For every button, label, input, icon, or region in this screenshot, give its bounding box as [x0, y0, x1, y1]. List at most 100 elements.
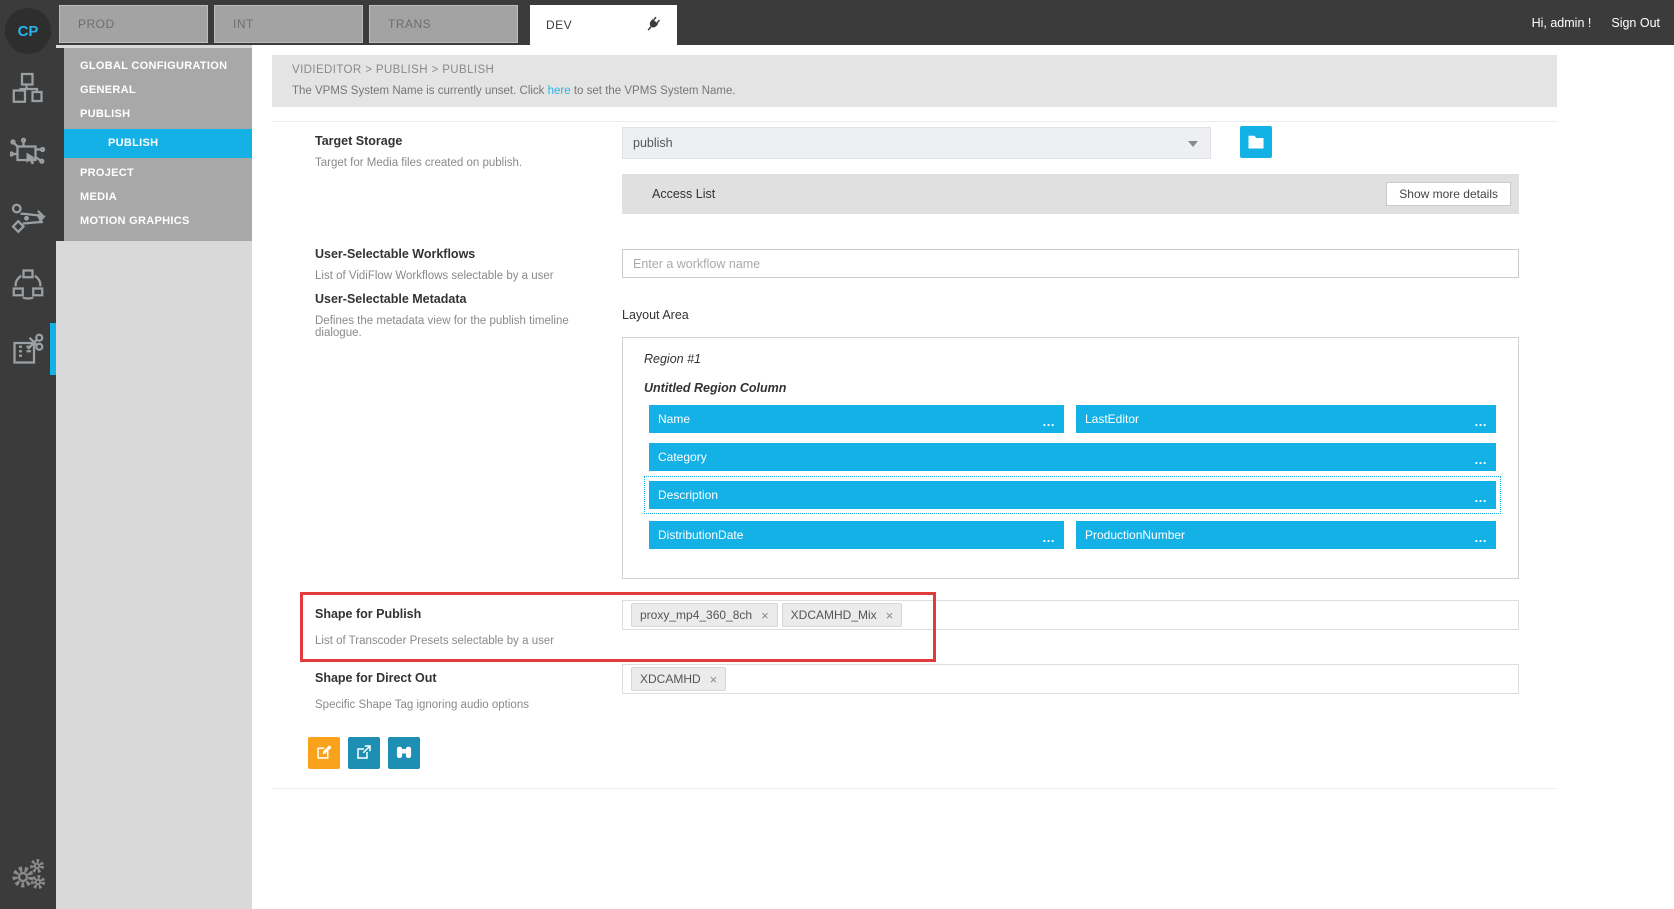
config-menu: GLOBAL CONFIGURATION GENERAL PUBLISH PUB…: [64, 48, 252, 241]
settings-gears-icon[interactable]: [8, 853, 48, 893]
field-bar-name[interactable]: Name …: [649, 405, 1064, 433]
rail-active-indicator: [50, 323, 56, 375]
remove-chip-icon[interactable]: ×: [885, 607, 894, 623]
workflows-description: List of VidiFlow Workflows selectable by…: [315, 270, 554, 282]
field-bar-label: Category: [658, 450, 707, 464]
environment-tabs: PROD INT TRANS DEV: [59, 5, 683, 45]
field-bar-description[interactable]: Description …: [649, 481, 1496, 509]
preview-button[interactable]: [388, 737, 420, 769]
metadata-field-list: Name … LastEditor … Category … Description ……: [644, 405, 1501, 559]
main-content: VIDIEDITOR > PUBLISH > PUBLISH The VPMS …: [252, 45, 1674, 909]
field-row: DistributionDate … ProductionNumber …: [649, 521, 1496, 549]
target-storage-description: Target for Media files created on publis…: [315, 157, 523, 169]
chip-label: XDCAMHD_Mix: [790, 608, 877, 622]
process-cycle-icon[interactable]: [10, 266, 46, 302]
field-bar-label: Name: [658, 412, 691, 426]
layout-area-label: Layout Area: [622, 308, 689, 322]
metadata-description: Defines the metadata view for the publis…: [315, 315, 569, 339]
tab-prod[interactable]: PROD: [59, 5, 208, 43]
nav-publish-active[interactable]: PUBLISH: [64, 129, 252, 158]
binoculars-icon: [395, 743, 413, 764]
edit-pencil-icon: [315, 743, 333, 764]
ellipsis-icon[interactable]: …: [1474, 530, 1488, 545]
field-bar-label: LastEditor: [1085, 412, 1140, 426]
workflows-label: User-Selectable Workflows: [315, 247, 476, 261]
app-logo[interactable]: CP: [5, 8, 51, 54]
video-editor-icon[interactable]: [10, 331, 46, 367]
breadcrumb: VIDIEDITOR > PUBLISH > PUBLISH: [292, 64, 495, 76]
nav-publish-group[interactable]: PUBLISH: [80, 108, 131, 120]
field-bar-label: ProductionNumber: [1085, 528, 1186, 542]
ellipsis-icon[interactable]: …: [1474, 452, 1488, 467]
field-row-selected: Description …: [644, 476, 1501, 514]
remove-chip-icon[interactable]: ×: [761, 607, 769, 623]
target-storage-label: Target Storage: [315, 134, 403, 148]
open-external-button[interactable]: [348, 737, 380, 769]
plug-icon: [638, 11, 665, 39]
region-column-title: Untitled Region Column: [644, 381, 787, 395]
interactive-panel-icon[interactable]: [8, 136, 46, 172]
region-title: Region #1: [644, 352, 701, 366]
metadata-label: User-Selectable Metadata: [315, 292, 467, 306]
publish-config-form: Target Storage Target for Media files cr…: [272, 121, 1557, 789]
remove-chip-icon[interactable]: ×: [709, 671, 718, 687]
header-block: VIDIEDITOR > PUBLISH > PUBLISH The VPMS …: [272, 55, 1557, 107]
field-bar-label: Description: [658, 488, 719, 502]
target-storage-value: publish: [633, 136, 673, 150]
user-area: Hi, admin ! Sign Out: [1532, 0, 1660, 45]
field-bar-lasteditor[interactable]: LastEditor …: [1076, 405, 1496, 433]
top-bar: PROD INT TRANS DEV Hi, admin ! Sign Out: [0, 0, 1674, 45]
ellipsis-icon[interactable]: …: [1474, 490, 1488, 505]
chevron-down-icon: [1188, 141, 1198, 147]
shape-for-publish-description: List of Transcoder Presets selectable by…: [315, 635, 555, 647]
access-list-label: Access List: [652, 187, 716, 201]
nav-general[interactable]: GENERAL: [80, 84, 136, 96]
ellipsis-icon[interactable]: …: [1042, 530, 1056, 545]
tab-dev-label: DEV: [546, 18, 573, 32]
tab-dev[interactable]: DEV: [530, 5, 677, 45]
field-bar-distributiondate[interactable]: DistributionDate …: [649, 521, 1064, 549]
field-row: Category …: [649, 443, 1496, 471]
edit-button[interactable]: [308, 737, 340, 769]
user-greeting: Hi, admin !: [1531, 15, 1592, 30]
nav-project[interactable]: PROJECT: [80, 167, 135, 179]
external-link-icon: [355, 743, 373, 764]
browse-folder-button[interactable]: [1240, 126, 1272, 158]
shape-for-publish-input[interactable]: proxy_mp4_360_8ch × XDCAMHD_Mix ×: [622, 600, 1519, 630]
workflow-icon[interactable]: [10, 201, 47, 237]
notice-here-link[interactable]: here: [547, 85, 571, 97]
chip-xdcamhd-mix: XDCAMHD_Mix ×: [781, 603, 903, 627]
folder-icon: [1247, 133, 1265, 152]
tab-int[interactable]: INT: [214, 5, 363, 43]
target-storage-select[interactable]: publish: [622, 127, 1211, 159]
shape-for-direct-out-input[interactable]: XDCAMHD ×: [622, 664, 1519, 694]
field-bar-productionnumber[interactable]: ProductionNumber …: [1076, 521, 1496, 549]
chip-xdcamhd: XDCAMHD ×: [631, 667, 727, 691]
icon-rail: [0, 45, 56, 909]
notice-text-before: The VPMS System Name is currently unset.…: [292, 85, 548, 97]
chip-label: XDCAMHD: [640, 672, 701, 686]
side-nav: GLOBAL CONFIGURATION GENERAL PUBLISH PUB…: [56, 45, 252, 909]
chip-proxy-mp4-360-8ch: proxy_mp4_360_8ch ×: [631, 603, 778, 627]
field-bar-label: DistributionDate: [658, 528, 744, 542]
vpms-notice: The VPMS System Name is currently unset.…: [292, 85, 1537, 97]
workflow-name-input[interactable]: [622, 249, 1519, 278]
action-buttons: [308, 737, 428, 769]
nav-global-configuration[interactable]: GLOBAL CONFIGURATION: [80, 60, 228, 72]
shape-for-direct-out-label: Shape for Direct Out: [315, 671, 437, 685]
notice-text-after: to set the VPMS System Name.: [570, 85, 736, 97]
shape-for-publish-label: Shape for Publish: [315, 607, 422, 621]
show-more-details-button[interactable]: Show more details: [1386, 182, 1511, 206]
nav-media[interactable]: MEDIA: [80, 191, 117, 203]
layout-region-box: Region #1 Untitled Region Column Name … L…: [622, 337, 1519, 579]
shape-for-direct-out-description: Specific Shape Tag ignoring audio option…: [315, 699, 529, 711]
access-list-bar: Access List Show more details: [622, 174, 1519, 214]
tab-trans[interactable]: TRANS: [369, 5, 518, 43]
field-row: Name … LastEditor …: [649, 405, 1496, 433]
media-assets-icon[interactable]: [10, 71, 46, 107]
field-bar-category[interactable]: Category …: [649, 443, 1496, 471]
sign-out-link[interactable]: Sign Out: [1611, 15, 1660, 30]
nav-motion-graphics[interactable]: MOTION GRAPHICS: [80, 215, 190, 227]
ellipsis-icon[interactable]: …: [1042, 414, 1056, 429]
ellipsis-icon[interactable]: …: [1474, 414, 1488, 429]
